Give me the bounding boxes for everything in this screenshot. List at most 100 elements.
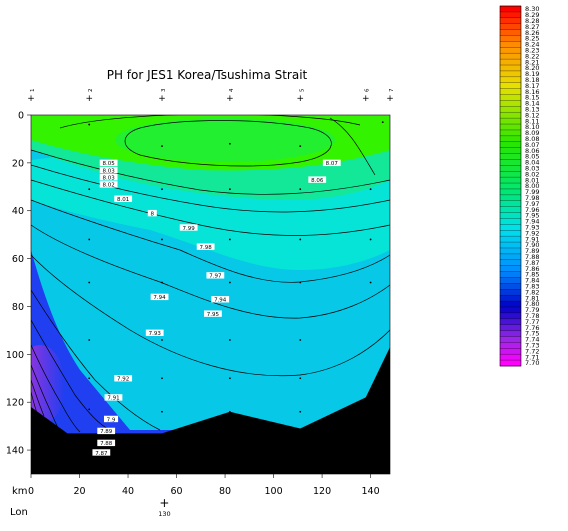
colorbar-label: 8.13: [525, 105, 539, 113]
station-label: 1: [30, 89, 36, 93]
contour-label-text: 7.94: [153, 295, 166, 301]
colorbar-swatch: [500, 141, 521, 149]
contour-label-bg: [196, 243, 215, 250]
contour-label-text: 7.92: [117, 377, 129, 383]
colorbar-swatch: [500, 29, 521, 36]
field-core: [115, 118, 335, 162]
sample-point: [369, 188, 372, 191]
contour-label-bg: [103, 415, 119, 423]
colorbar-label: 8.26: [525, 29, 539, 37]
station-label: 4: [229, 88, 235, 92]
colorbar-label: 7.74: [525, 336, 539, 344]
chart-title: PH for JES1 Korea/Tsushima Strait: [107, 68, 308, 82]
colorbar-label: 7.73: [525, 342, 539, 350]
sample-point: [381, 121, 384, 124]
sample-point: [88, 188, 91, 191]
colorbar-label: 7.93: [525, 224, 539, 232]
colorbar-swatch: [500, 124, 521, 131]
colorbar-swatch: [500, 295, 521, 302]
contour-label-text: 7.9: [107, 417, 116, 423]
station-marker: +: [386, 94, 394, 104]
colorbar-label: 8.23: [525, 46, 539, 54]
y-tick-label: 100: [6, 350, 24, 361]
colorbar-swatch: [500, 259, 521, 267]
contour-label: 7.88: [97, 439, 116, 447]
contour-label: 7.93: [145, 329, 164, 337]
sample-point: [299, 145, 302, 148]
sample-point: [161, 188, 163, 191]
contour-label-bg: [99, 166, 118, 174]
colorbar-swatch: [500, 47, 521, 54]
contour-label: 7.89: [97, 427, 116, 435]
sample-points: [88, 121, 384, 413]
contour-label: 7.95: [204, 310, 222, 318]
sample-point: [229, 188, 231, 191]
colorbar-label: 8.07: [525, 141, 539, 149]
contour-label-text: 8.03: [102, 176, 115, 182]
colorbar-label: 7.95: [525, 212, 539, 220]
colorbar-label: 8.21: [525, 58, 539, 66]
colorbar-swatch: [500, 65, 521, 72]
colorbar-swatch: [500, 106, 521, 113]
colorbar-swatch: [500, 76, 521, 84]
colorbar-label: 8.30: [525, 5, 539, 13]
sample-point: [88, 238, 91, 241]
sample-point: [161, 339, 163, 341]
colorbar-label: 8.25: [525, 35, 539, 43]
station-label: 2: [88, 89, 94, 93]
y-tick-label: 80: [12, 302, 24, 313]
contour-label-bg: [150, 293, 169, 301]
contour-label: 7.97: [206, 272, 225, 280]
colorbar-swatch: [500, 354, 521, 361]
colorbar-swatch: [500, 242, 521, 249]
station-marker: +: [296, 94, 304, 104]
colorbar-label: 7.89: [525, 247, 539, 255]
contour-label-text: 8.07: [326, 161, 339, 167]
contour-label-text: 7.91: [107, 396, 119, 402]
seafloor-mask: [31, 347, 390, 474]
contour-label-text: 8.06: [311, 178, 324, 184]
contour-label-text: 7.98: [200, 245, 213, 251]
contour-label-bg: [211, 296, 230, 303]
contour-label-bg: [104, 394, 123, 401]
contour-label: 7.91: [104, 394, 123, 402]
colorbar-swatch: [500, 153, 521, 160]
sample-point: [161, 410, 163, 413]
colorbar-swatch: [500, 100, 521, 107]
colorbar-swatch: [500, 23, 521, 31]
colorbar-swatch: [500, 330, 521, 337]
sample-point: [229, 377, 231, 380]
colorbar-label: 8.05: [525, 153, 539, 161]
contour-label-bg: [147, 209, 157, 217]
contour-label-text: 7.94: [214, 298, 227, 304]
contour-label-bg: [206, 272, 225, 279]
contour-label: 7.94: [150, 293, 169, 301]
contour-label-text: 8.02: [102, 183, 114, 189]
colorbar-label: 7.83: [525, 283, 539, 291]
contour-label-bg: [204, 310, 222, 317]
sample-point: [299, 238, 302, 241]
contour-label-bg: [114, 375, 133, 382]
colorbar-swatch: [500, 188, 521, 196]
colorbar-swatch: [500, 265, 521, 272]
colorbar-swatch: [500, 59, 521, 66]
colorbar-swatch: [500, 165, 521, 172]
colorbar-label: 7.96: [525, 206, 539, 214]
colorbar-swatch: [500, 224, 521, 231]
colorbar-label: 8.28: [525, 17, 539, 25]
sample-point: [88, 339, 91, 341]
contour-label-text: 8: [151, 211, 155, 217]
lon-tick-label: 130: [158, 510, 170, 518]
colorbar-label: 8.02: [525, 170, 539, 178]
station-label: 7: [389, 88, 395, 92]
contour-label: 8.03: [99, 166, 118, 174]
sample-point: [299, 377, 302, 380]
colorbar-swatch: [500, 306, 521, 314]
colorbar-label: 7.98: [525, 194, 539, 202]
contour-label: 7.9: [103, 415, 119, 423]
station-markers: +1+2+3+4+5+6+7: [27, 88, 395, 104]
colorbar-swatch: [500, 218, 521, 225]
colorbar-label: 8.11: [525, 117, 539, 125]
